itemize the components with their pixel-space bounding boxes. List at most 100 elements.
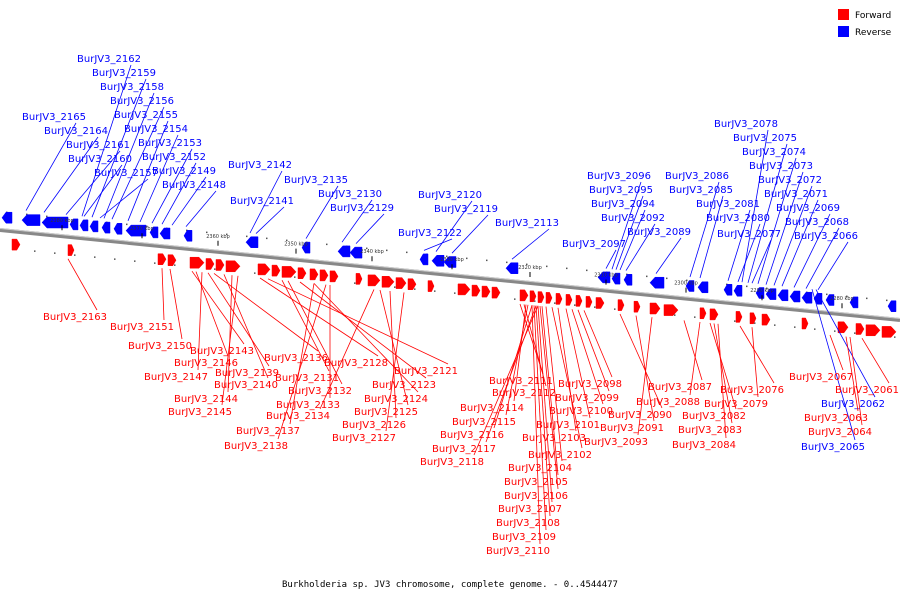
leader-line <box>161 268 165 321</box>
gene-label: BurJV3_2065 <box>801 442 865 453</box>
gene-label: BurJV3_2165 <box>22 112 86 123</box>
gene-label: BurJV3_2108 <box>496 518 560 529</box>
leader-line <box>625 223 656 271</box>
gene-label: BurJV3_2164 <box>44 126 108 137</box>
track-dot <box>154 262 156 264</box>
track-dot <box>386 249 388 252</box>
reverse-gene <box>765 288 777 300</box>
leader-line <box>765 171 804 285</box>
forward-gene <box>309 268 319 281</box>
gene-label: BurJV3_2094 <box>591 199 655 210</box>
leader-line <box>565 308 591 419</box>
leader-line <box>817 241 849 291</box>
ruler-tick-label: 2380 kbp <box>50 218 74 224</box>
axis-highlight <box>0 228 900 319</box>
gene-label: BurJV3_2101 <box>536 420 600 431</box>
reverse-gene <box>505 262 519 274</box>
forward-gene <box>617 299 625 311</box>
leader-line <box>127 120 169 221</box>
leader-line <box>277 284 327 440</box>
ruler-tick-label: 2280 kbp <box>830 296 854 302</box>
gene-label: BurJV3_2156 <box>110 96 174 107</box>
gene-label: BurJV3_2107 <box>498 504 562 515</box>
track-dot <box>526 263 528 266</box>
track-dot <box>594 306 596 308</box>
track-dot <box>666 277 668 280</box>
leader-line <box>379 289 409 406</box>
gene-label: BurJV3_2088 <box>636 397 700 408</box>
reverse-gene <box>21 214 41 226</box>
gene-label: BurJV3_2127 <box>332 433 396 444</box>
ruler-tick-label: 2350 kbp <box>284 242 308 248</box>
forward-gene <box>329 270 339 283</box>
gene-label: BurJV3_2146 <box>174 358 238 369</box>
gene-label: BurJV3_2118 <box>420 457 484 468</box>
leader-line <box>195 271 229 357</box>
gene-label: BurJV3_2134 <box>266 411 330 422</box>
forward-gene <box>749 312 757 325</box>
gene-label: BurJV3_2080 <box>706 213 770 224</box>
track-dot <box>34 250 36 252</box>
leader-line <box>151 148 193 224</box>
forward-gene <box>575 295 583 307</box>
forward-gene <box>67 244 75 256</box>
leader-line <box>65 150 121 215</box>
leader-line <box>619 313 663 409</box>
leader-line <box>737 223 761 282</box>
forward-gene <box>281 266 297 278</box>
gene-label: BurJV3_2150 <box>128 341 192 352</box>
track-dot <box>266 237 268 240</box>
gene-label: BurJV3_2066 <box>794 231 858 242</box>
gene-label: BurJV3_2119 <box>434 204 498 215</box>
reverse-gene <box>723 284 733 296</box>
reverse-gene <box>89 220 99 233</box>
leader-line <box>423 238 453 251</box>
forward-gene <box>865 324 881 337</box>
forward-gene <box>381 276 395 288</box>
leader-line <box>545 306 563 462</box>
gene-label: BurJV3_2112 <box>492 388 556 399</box>
gene-label: BurJV3_2061 <box>835 385 899 396</box>
forward-gene <box>367 274 381 287</box>
gene-label: BurJV3_2091 <box>600 423 664 434</box>
forward-gene <box>167 254 177 266</box>
leader-line <box>861 337 890 384</box>
reverse-gene <box>337 245 351 258</box>
leader-line <box>557 307 577 432</box>
leader-line <box>537 305 553 503</box>
leader-line <box>727 209 751 281</box>
track-dot <box>554 302 556 304</box>
gene-label: BurJV3_2084 <box>672 440 736 451</box>
gene-label: BurJV3_2142 <box>228 160 292 171</box>
leader-line <box>531 305 541 545</box>
leader-line <box>605 249 617 269</box>
reverse-gene <box>245 236 259 248</box>
forward-gene <box>565 294 573 306</box>
gene-label: BurJV3_2069 <box>776 203 840 214</box>
gene-label: BurJV3_2077 <box>717 229 781 240</box>
track-dot <box>26 213 28 216</box>
reverse-gene <box>649 276 665 289</box>
gene-label: BurJV3_2151 <box>110 322 174 333</box>
leader-line <box>709 322 737 410</box>
leader-line <box>845 336 859 412</box>
leader-line <box>615 195 644 270</box>
ruler-tick-label: 2290 kbp <box>750 288 774 294</box>
reverse-gene <box>159 227 171 240</box>
track-dot <box>174 264 176 266</box>
track-dot <box>366 247 368 250</box>
track-dot <box>114 258 116 260</box>
gene-label: BurJV3_2121 <box>394 366 458 377</box>
gene-label: BurJV3_2129 <box>330 203 394 214</box>
leader-line <box>849 336 863 426</box>
gene-label: BurJV3_2113 <box>495 218 559 229</box>
legend: Forward Reverse <box>838 9 892 38</box>
track-dot <box>794 326 796 328</box>
leader-line <box>281 280 330 372</box>
gene-label: BurJV3_2140 <box>214 380 278 391</box>
gene-label: BurJV3_2114 <box>460 403 524 414</box>
forward-gene <box>709 308 719 321</box>
gene-label: BurJV3_2147 <box>144 372 208 383</box>
leader-line <box>249 170 283 234</box>
reverse-gene <box>789 290 801 303</box>
